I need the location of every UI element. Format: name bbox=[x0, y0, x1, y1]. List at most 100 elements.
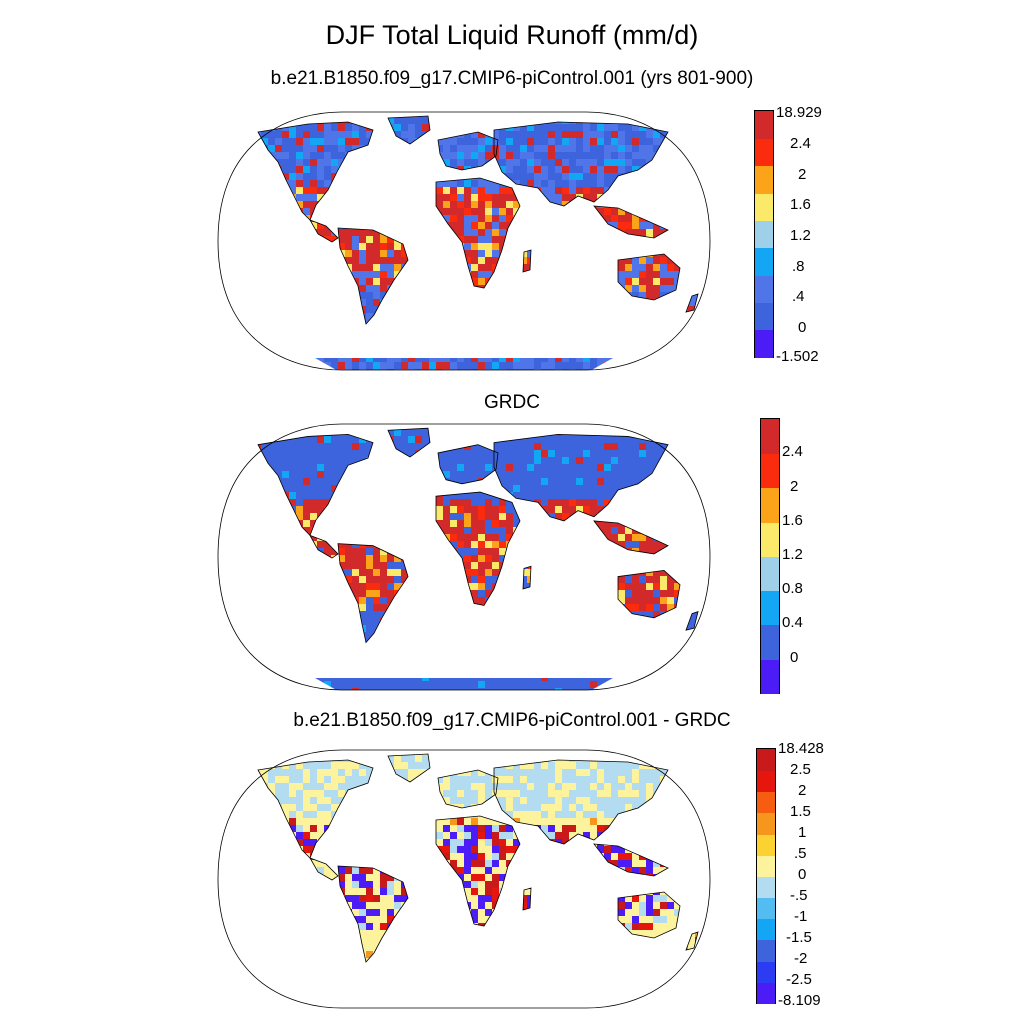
coastline bbox=[309, 219, 339, 243]
colorbar-segment bbox=[757, 770, 775, 793]
colorbar-segment bbox=[761, 521, 779, 557]
colorbar-segment bbox=[761, 624, 779, 660]
runoff-grid bbox=[258, 754, 698, 962]
colorbar-segment bbox=[755, 111, 773, 139]
map-frame bbox=[217, 423, 711, 691]
colorbar-segment bbox=[757, 854, 775, 877]
world-map-panel-1 bbox=[217, 111, 711, 371]
colorbar-segment bbox=[761, 487, 779, 523]
colorbar-2-label: 2 bbox=[790, 478, 799, 495]
colorbar-segment bbox=[757, 876, 775, 898]
coastline bbox=[522, 565, 532, 590]
runoff-grid bbox=[258, 428, 698, 690]
colorbar-1-label: .8 bbox=[792, 258, 805, 275]
coastline bbox=[257, 121, 374, 221]
colorbar-3-label: 2 bbox=[798, 782, 807, 799]
map-frame bbox=[217, 749, 711, 1009]
coastline bbox=[437, 131, 499, 171]
coastline bbox=[617, 569, 681, 619]
coastline bbox=[387, 115, 431, 145]
coastline bbox=[435, 491, 521, 606]
colorbar-3-label: .5 bbox=[794, 845, 807, 862]
colorbar-3-label: 1.5 bbox=[790, 803, 811, 820]
colorbar-3-label: -2.5 bbox=[786, 971, 812, 988]
colorbar-1-label: -1.502 bbox=[776, 348, 819, 365]
coastline bbox=[435, 177, 521, 289]
colorbar-1-label: 2.4 bbox=[790, 135, 811, 152]
coastline bbox=[437, 769, 499, 809]
colorbar-segment bbox=[757, 812, 775, 835]
colorbar-segment bbox=[755, 329, 773, 358]
coastline bbox=[435, 815, 521, 927]
colorbar-2-label: 1.2 bbox=[782, 546, 803, 563]
coastline bbox=[617, 891, 681, 939]
colorbar-segment bbox=[761, 590, 779, 626]
figure-title: DJF Total Liquid Runoff (mm/d) bbox=[325, 20, 699, 50]
colorbar-segment bbox=[755, 165, 773, 194]
coastline bbox=[337, 865, 409, 963]
colorbar-2-label: 0.8 bbox=[782, 580, 803, 597]
colorbar-2-box bbox=[760, 418, 780, 694]
colorbar-segment bbox=[761, 556, 779, 591]
colorbar-segment bbox=[757, 833, 775, 856]
colorbar-3-label: -1 bbox=[794, 908, 808, 925]
panel-1-title: b.e21.B1850.f09_g17.CMIP6-piControl.001 … bbox=[270, 68, 754, 89]
coastline bbox=[437, 444, 499, 485]
world-map-panel-3 bbox=[217, 749, 711, 1009]
world-map-panel-2 bbox=[217, 423, 711, 691]
colorbar-2-label: 0.4 bbox=[782, 614, 803, 631]
colorbar-2-label: 0 bbox=[790, 649, 799, 666]
colorbar-1-box bbox=[754, 110, 774, 358]
colorbar-3-label: 18.428 bbox=[778, 740, 824, 757]
colorbar-segment bbox=[757, 960, 775, 983]
colorbar-segment bbox=[757, 918, 775, 941]
panel-2-title: GRDC bbox=[484, 392, 540, 413]
colorbar-1-label: .4 bbox=[792, 288, 805, 305]
colorbar-segment bbox=[757, 897, 775, 920]
coastline bbox=[593, 843, 669, 877]
coastline bbox=[387, 753, 431, 783]
colorbar-1-label: 1.6 bbox=[790, 196, 811, 213]
coastline bbox=[387, 427, 431, 458]
colorbar-segment bbox=[757, 981, 775, 1004]
colorbar-segment bbox=[755, 193, 773, 221]
colorbar-segment bbox=[757, 791, 775, 814]
coastline bbox=[493, 121, 669, 207]
colorbar-1-label: 2 bbox=[798, 166, 807, 183]
coastline bbox=[309, 857, 339, 881]
coastline bbox=[257, 759, 374, 859]
coastline bbox=[685, 293, 699, 313]
coastline bbox=[257, 433, 374, 537]
colorbar-3-label: -2 bbox=[794, 950, 808, 967]
colorbar-3-label: 2.5 bbox=[790, 761, 811, 778]
coastline bbox=[685, 931, 699, 951]
colorbar-1-label: 0 bbox=[798, 319, 807, 336]
colorbar-2-label: 2.4 bbox=[782, 443, 803, 460]
colorbar-segment bbox=[755, 275, 773, 303]
panel-3-title: b.e21.B1850.f09_g17.CMIP6-piControl.001 … bbox=[293, 710, 731, 731]
colorbar-1-label: 18.929 bbox=[776, 104, 822, 121]
coastline bbox=[309, 534, 339, 559]
colorbar-segment bbox=[755, 138, 773, 167]
colorbar-1-label: 1.2 bbox=[790, 227, 811, 244]
colorbar-segment bbox=[755, 247, 773, 276]
coastline bbox=[493, 759, 669, 845]
colorbar-3-label: -8.109 bbox=[778, 992, 821, 1009]
coastline bbox=[593, 520, 669, 555]
coastline bbox=[685, 610, 699, 631]
map-frame bbox=[217, 111, 711, 371]
colorbar-3-label: -1.5 bbox=[786, 929, 812, 946]
runoff-grid bbox=[258, 116, 698, 370]
colorbar-segment bbox=[761, 419, 779, 454]
colorbar-segment bbox=[761, 658, 779, 694]
coastline bbox=[493, 433, 669, 522]
coastline bbox=[337, 543, 409, 644]
colorbar-segment bbox=[757, 749, 775, 771]
coastline bbox=[522, 249, 532, 273]
colorbar-3-label: 1 bbox=[798, 824, 807, 841]
colorbar-3-box bbox=[756, 748, 776, 1004]
coastline bbox=[593, 205, 669, 239]
coastline bbox=[617, 253, 681, 301]
colorbar-segment bbox=[755, 220, 773, 249]
colorbar-2-label: 1.6 bbox=[782, 512, 803, 529]
